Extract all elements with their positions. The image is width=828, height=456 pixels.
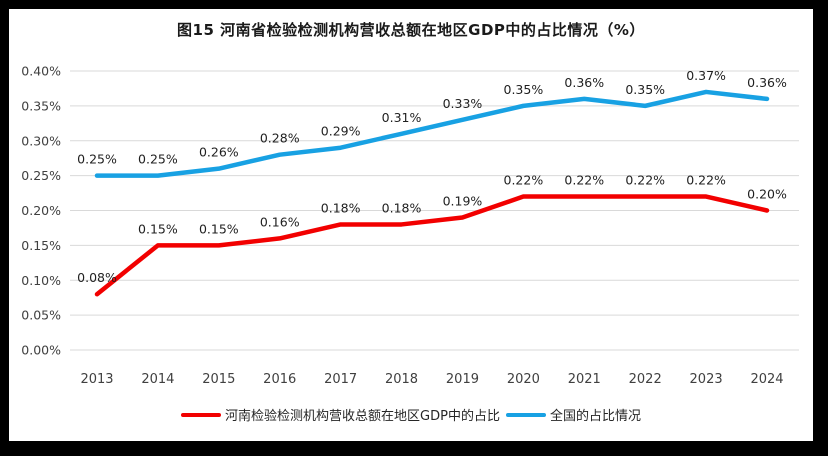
chart-panel: 图15 河南省检验检测机构营收总额在地区GDP中的占比情况（%） 0.00% 0.…: [9, 9, 813, 441]
line-chart: 0.00% 0.05% 0.10% 0.15% 0.20% 0.25% 0.30% 0.35%…: [21, 64, 799, 387]
y-tick-label: 0.20%: [21, 203, 61, 218]
y-tick-label: 0.10%: [21, 273, 61, 288]
x-tick-label: 2016: [263, 372, 296, 387]
x-tick-label: 2015: [202, 372, 235, 387]
chart-legend: 河南检验检测机构营收总额在地区GDP中的占比 全国的占比情况: [9, 405, 813, 424]
data-label: 0.18%: [382, 200, 422, 215]
x-tick-label: 2021: [568, 372, 601, 387]
data-label: 0.33%: [443, 96, 483, 111]
series-line-henan: [94, 194, 770, 297]
y-tick-label: 0.40%: [21, 64, 61, 79]
x-tick-label: 2017: [324, 372, 357, 387]
data-label: 0.26%: [199, 145, 239, 160]
data-label: 0.22%: [686, 173, 726, 188]
x-tick-label: 2013: [80, 372, 113, 387]
data-label: 0.22%: [625, 173, 665, 188]
data-label: 0.16%: [260, 214, 300, 229]
national-series-label: 全国的占比情况: [549, 409, 641, 424]
series-line-national: [94, 89, 770, 178]
henan-series-swatch: [181, 412, 222, 417]
legend-item-national: 全国的占比情况: [505, 405, 641, 424]
x-tick-label: 2014: [141, 372, 174, 387]
x-tick-label: 2024: [750, 372, 783, 387]
data-label: 0.19%: [443, 193, 483, 208]
legend-item-henan: 河南检验检测机构营收总额在地区GDP中的占比: [181, 405, 500, 424]
y-tick-label: 0.30%: [21, 133, 61, 148]
data-label: 0.25%: [138, 152, 178, 167]
y-tick-label: 0.15%: [21, 238, 61, 253]
data-label: 0.25%: [77, 152, 117, 167]
data-label: 0.28%: [260, 131, 300, 146]
x-tick-label: 2018: [385, 372, 418, 387]
data-label: 0.29%: [321, 124, 361, 139]
chart-title: 图15 河南省检验检测机构营收总额在地区GDP中的占比情况（%）: [177, 21, 645, 39]
data-label: 0.35%: [625, 82, 665, 97]
x-tick-label: 2022: [629, 372, 662, 387]
y-tick-label: 0.00%: [21, 343, 61, 358]
data-label: 0.18%: [321, 200, 361, 215]
x-tick-label: 2020: [507, 372, 540, 387]
data-label: 0.36%: [564, 75, 604, 90]
data-label: 0.22%: [564, 173, 604, 188]
data-label: 0.22%: [504, 173, 544, 188]
data-label: 0.15%: [199, 221, 239, 236]
data-label: 0.15%: [138, 221, 178, 236]
data-label: 0.35%: [504, 82, 544, 97]
x-tick-label: 2019: [446, 372, 479, 387]
data-label: 0.31%: [382, 110, 422, 125]
y-tick-label: 0.05%: [21, 308, 61, 323]
henan-series-label: 河南检验检测机构营收总额在地区GDP中的占比: [225, 409, 500, 424]
data-label: 0.37%: [686, 68, 726, 83]
y-tick-label: 0.25%: [21, 168, 61, 183]
data-label: 0.36%: [747, 75, 787, 90]
national-series-swatch: [505, 412, 546, 417]
data-label: 0.20%: [747, 187, 787, 202]
x-tick-label: 2023: [690, 372, 723, 387]
data-label: 0.08%: [77, 270, 117, 285]
y-tick-label: 0.35%: [21, 98, 61, 113]
